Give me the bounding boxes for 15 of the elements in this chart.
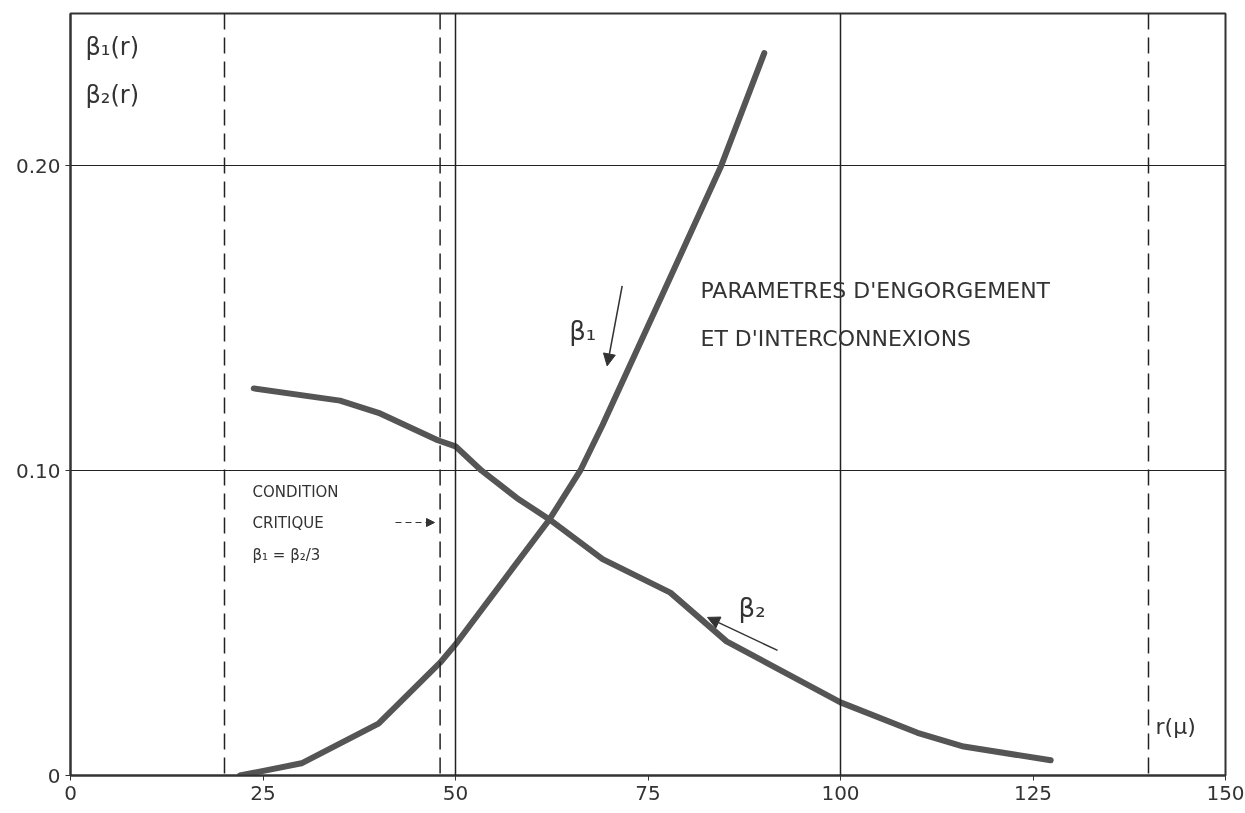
x-tick-label: 0 bbox=[64, 780, 77, 805]
x-tick-label: 75 bbox=[635, 780, 661, 805]
y-tick-label: 0.10 bbox=[15, 458, 61, 483]
y-tick-label: 0.20 bbox=[15, 153, 61, 178]
x-tick-label: 150 bbox=[1206, 780, 1245, 805]
y-tick-label: 0 bbox=[47, 763, 61, 788]
x-tick-label: 100 bbox=[821, 780, 860, 805]
annotation: CONDITION CRITIQUE β₁ = β₂/3 bbox=[252, 482, 339, 564]
x-tick-label: 25 bbox=[250, 780, 276, 805]
x-tick-label: 50 bbox=[442, 780, 469, 805]
series-label: β₁ bbox=[569, 315, 597, 346]
x-tick-label: 125 bbox=[1013, 780, 1053, 805]
x-axis-title: r(μ) bbox=[1155, 713, 1196, 739]
y-axis-title: β₁(r) β₂(r) bbox=[85, 32, 140, 109]
series-label: β₂ bbox=[738, 593, 766, 624]
